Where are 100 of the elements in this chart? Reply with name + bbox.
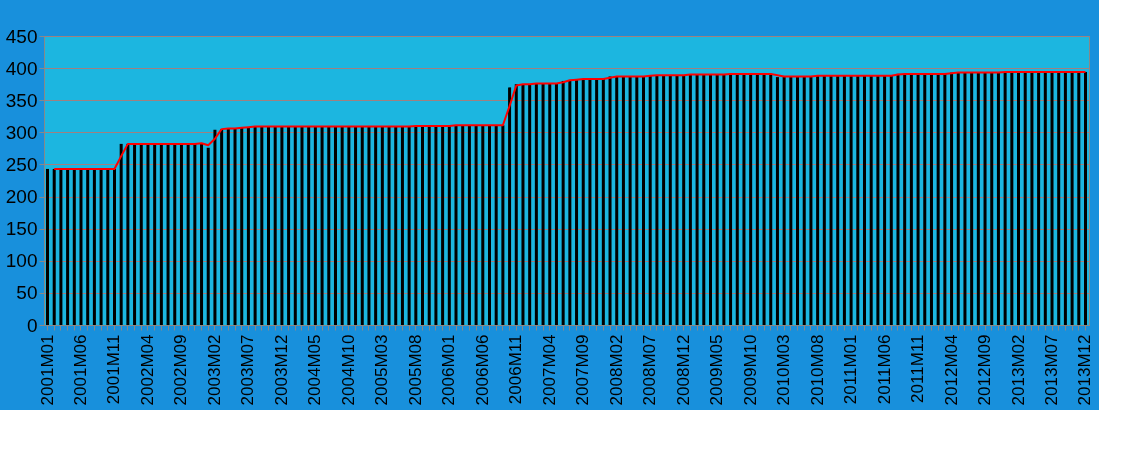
x-tick-label: 2013M07 (1042, 334, 1061, 406)
y-tick-label: 150 (5, 218, 38, 240)
bar (548, 83, 552, 325)
x-tick-label: 2006M11 (506, 334, 526, 405)
bar (220, 129, 224, 325)
bar (173, 143, 177, 325)
bar (139, 143, 143, 325)
bar (159, 143, 163, 325)
bar (367, 126, 371, 325)
bar (561, 80, 565, 325)
bar (796, 76, 800, 325)
bar (1003, 71, 1007, 325)
bar (1057, 71, 1061, 325)
bar (695, 74, 699, 325)
x-tick-label: 2011M01 (841, 334, 861, 405)
y-tick-label: 200 (5, 186, 38, 208)
x-tick-label: 2011M11 (908, 334, 928, 403)
bar (708, 74, 712, 325)
x-tick-label: 2012M09 (975, 334, 995, 406)
bar (883, 75, 887, 325)
x-tick-label: 2008M07 (640, 334, 660, 406)
bar (595, 79, 599, 325)
bar (273, 126, 277, 325)
bar (769, 73, 773, 325)
bar (996, 72, 1000, 325)
bar (775, 77, 779, 325)
bar (849, 75, 853, 325)
bar (983, 72, 987, 325)
bar (896, 73, 900, 325)
bar (668, 75, 672, 325)
bar (340, 126, 344, 325)
x-tick-label: 2008M02 (606, 334, 626, 406)
bar (642, 76, 646, 325)
bar (950, 72, 954, 325)
bar (380, 126, 384, 325)
bar (762, 73, 766, 325)
bar (588, 79, 592, 325)
bar (260, 126, 264, 325)
bar (1030, 71, 1034, 325)
bar (936, 73, 940, 325)
bar (99, 168, 103, 325)
bar (742, 73, 746, 325)
bar (554, 83, 558, 325)
bar (447, 125, 451, 325)
x-tick-label: 2005M03 (372, 334, 392, 406)
bar (816, 75, 820, 325)
bar (842, 75, 846, 325)
bar (240, 127, 244, 325)
bar (59, 168, 63, 325)
bar (421, 125, 425, 325)
bar (253, 126, 257, 325)
bar (749, 73, 753, 325)
bar (246, 127, 250, 325)
bar (300, 126, 304, 325)
bar (72, 168, 76, 325)
bar (106, 168, 110, 325)
bar (400, 126, 404, 325)
bar (601, 79, 605, 325)
bar (347, 126, 351, 325)
bar (333, 126, 337, 325)
bar (829, 75, 833, 325)
bar (802, 76, 806, 325)
bar (387, 126, 391, 325)
x-tick-label: 2001M01 (37, 334, 57, 406)
bar (916, 73, 920, 325)
bar (112, 168, 116, 325)
bar (501, 125, 505, 325)
x-tick-label: 2006M01 (439, 334, 459, 406)
bar (575, 79, 579, 325)
x-tick-label: 2009M10 (740, 334, 760, 406)
bar (943, 73, 947, 325)
bar (166, 143, 170, 325)
x-tick-label: 2003M12 (271, 334, 291, 406)
bar (86, 168, 90, 325)
bar (508, 87, 512, 325)
bar (715, 74, 719, 325)
x-tick-label: 2010M08 (807, 334, 827, 406)
bar (688, 74, 692, 325)
y-tick-label: 0 (26, 314, 38, 336)
x-tick-label: 2004M05 (305, 334, 325, 406)
bar (1070, 71, 1074, 325)
bar (822, 75, 826, 325)
bar (682, 75, 686, 325)
bar (581, 79, 585, 325)
bar (1083, 71, 1087, 325)
bar (474, 125, 478, 325)
bar (534, 83, 538, 325)
bar (889, 75, 893, 325)
x-tick-label: 2007M09 (573, 334, 593, 406)
bar (146, 143, 150, 325)
bar (568, 80, 572, 325)
bar (126, 143, 130, 325)
bar (621, 76, 625, 325)
x-tick-label: 2012M04 (941, 334, 961, 406)
bar (467, 125, 471, 325)
bar (313, 126, 317, 325)
bar (360, 126, 364, 325)
bar (903, 73, 907, 325)
bar (226, 128, 230, 325)
bar (929, 73, 933, 325)
